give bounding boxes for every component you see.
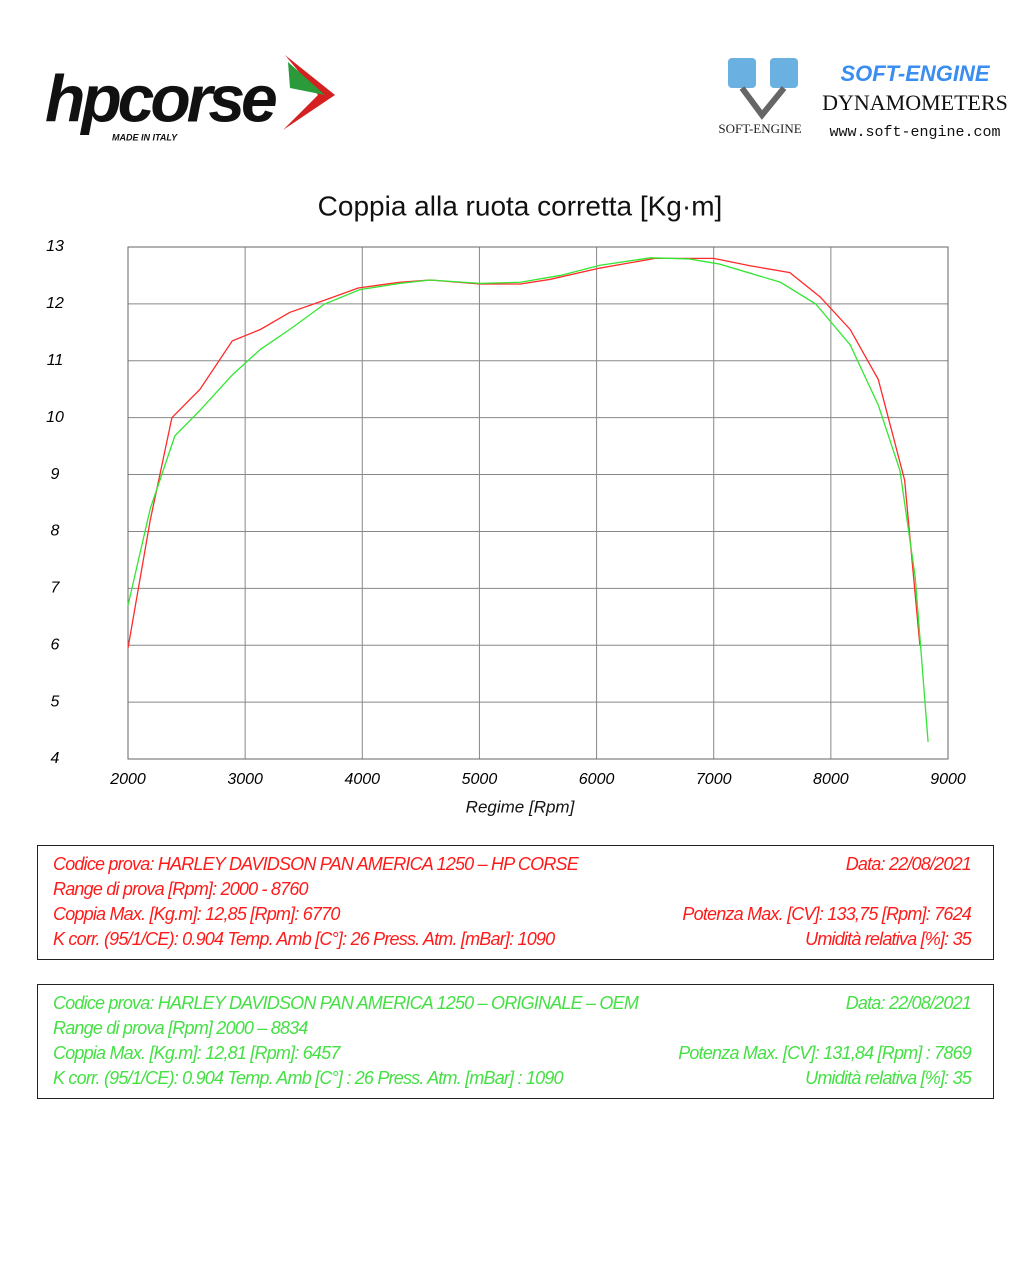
logo-swoosh	[288, 62, 325, 95]
x-tick-label: 9000	[930, 771, 966, 788]
test-row: Coppia Max. [Kg.m]: 12,85 [Rpm]: 6770 Pot…	[53, 904, 972, 928]
chart-title: Coppia alla ruota corretta [Kg·m]	[318, 190, 723, 221]
logo-text: hpcorse	[45, 61, 276, 135]
x-axis-label: Regime [Rpm]	[466, 797, 576, 816]
test-value-left: Range di prova [Rpm]: 2000 - 8760	[53, 879, 309, 899]
test-box: Codice prova: HARLEY DAVIDSON PAN AMERIC…	[37, 845, 994, 960]
x-tick-label: 5000	[462, 771, 498, 788]
x-tick-label: 2000	[109, 771, 146, 788]
x-tick-label: 3000	[227, 771, 263, 788]
test-row: Range di prova [Rpm] 2000 – 8834	[53, 1018, 971, 1042]
test-value-left: K corr. (95/1/CE): 0.904 Temp. Amb [C°] …	[53, 1068, 564, 1088]
logo-swoosh	[283, 55, 335, 130]
x-tick-label: 8000	[813, 771, 849, 788]
test-row: Coppia Max. [Kg.m]: 12,81 [Rpm]: 6457 Pot…	[53, 1043, 972, 1067]
y-tick-label: 10	[46, 409, 64, 426]
series-line	[127, 257, 929, 742]
test-value-left: K corr. (95/1/CE): 0.904 Temp. Amb [C°]:…	[53, 929, 555, 949]
x-tick-label: 4000	[344, 771, 380, 788]
x-tick-label: 7000	[696, 771, 732, 788]
brand-url: www.soft-engine.com	[829, 124, 1000, 141]
test-row: Codice prova: HARLEY DAVIDSON PAN AMERIC…	[53, 854, 972, 878]
y-tick-label: 4	[51, 750, 60, 767]
logo-piston	[770, 58, 798, 88]
y-tick-label: 13	[46, 238, 64, 255]
test-value-right: Umidità relativa [%]: 35	[805, 929, 972, 949]
test-row: Codice prova: HARLEY DAVIDSON PAN AMERIC…	[53, 993, 972, 1017]
test-value-right: Potenza Max. [CV]: 131,84 [Rpm] : 7869	[678, 1043, 972, 1063]
logo-tagline: MADE IN ITALY	[112, 132, 178, 142]
y-tick-label: 11	[47, 352, 64, 369]
brand-logo: SOFT-ENGINE	[718, 121, 801, 136]
test-value-left: Range di prova [Rpm] 2000 – 8834	[53, 1018, 308, 1038]
test-value-right: Potenza Max. [CV]: 133,75 [Rpm]: 7624	[682, 904, 971, 924]
chart: hpcorse MADE IN ITALY SOFT-ENGINE DYNAMO…	[45, 55, 1008, 816]
test-value-left: Coppia Max. [Kg.m]: 12,81 [Rpm]: 6457	[53, 1043, 340, 1063]
test-row: K corr. (95/1/CE): 0.904 Temp. Amb [C°]:…	[53, 929, 972, 953]
test-box: Codice prova: HARLEY DAVIDSON PAN AMERIC…	[37, 984, 994, 1099]
test-value-left: Codice prova: HARLEY DAVIDSON PAN AMERIC…	[53, 854, 579, 874]
plot-border	[127, 246, 949, 760]
series-line	[127, 257, 921, 649]
y-tick-label: 8	[51, 523, 60, 540]
y-tick-label: 9	[51, 466, 60, 483]
brand-right: SOFT-ENGINE	[840, 61, 990, 86]
test-value-right: Data: 22/08/2021	[845, 854, 972, 874]
y-tick-label: 5	[51, 693, 60, 710]
test-value-right: Umidità relativa [%]: 35	[805, 1068, 972, 1088]
y-tick-label: 7	[51, 580, 61, 597]
logo-rod	[739, 86, 787, 120]
test-value-left: Codice prova: HARLEY DAVIDSON PAN AMERIC…	[53, 993, 639, 1013]
y-tick-label: 12	[46, 295, 64, 312]
test-value-left: Coppia Max. [Kg.m]: 12,85 [Rpm]: 6770	[53, 904, 340, 924]
test-value-right: Data: 22/08/2021	[845, 993, 972, 1013]
test-row: K corr. (95/1/CE): 0.904 Temp. Amb [C°] …	[53, 1068, 972, 1092]
brand-sub: DYNAMOMETERS	[822, 90, 1008, 115]
logo-piston	[728, 58, 756, 88]
test-row: Range di prova [Rpm]: 2000 - 8760	[53, 879, 971, 903]
x-tick-label: 6000	[579, 771, 615, 788]
y-tick-label: 6	[51, 636, 60, 653]
